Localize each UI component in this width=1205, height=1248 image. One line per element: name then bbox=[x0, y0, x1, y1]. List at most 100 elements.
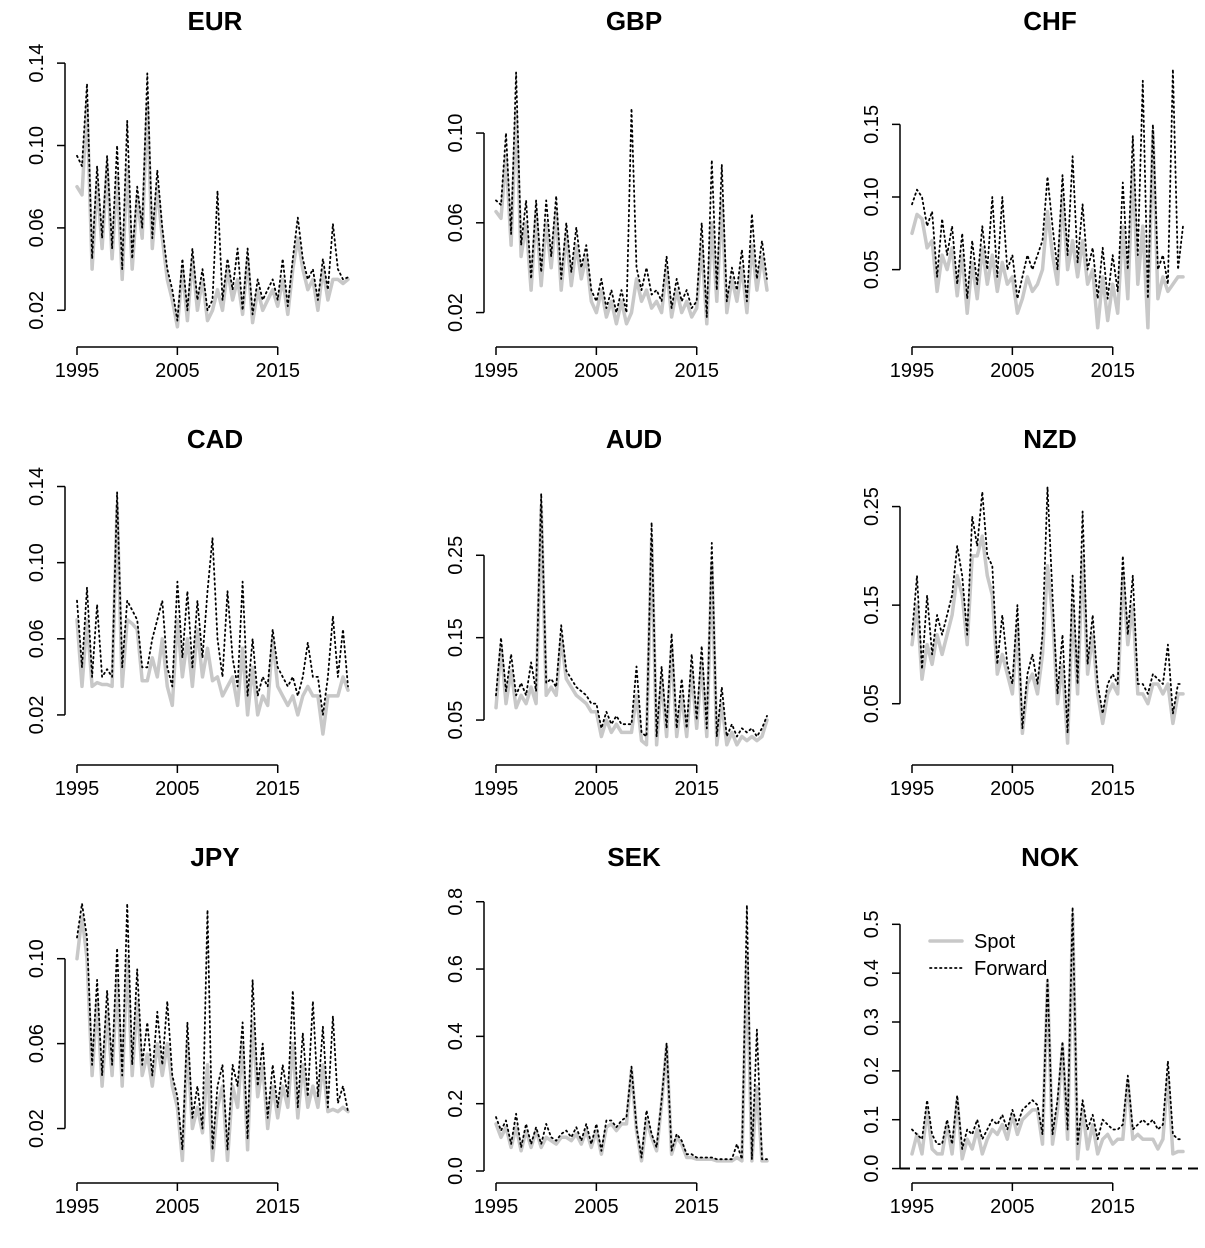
panel-eur: EUR 1995 2005 2015 0.02 0.06 0.10 0.14 bbox=[26, 6, 350, 382]
x-tick-label: 2015 bbox=[674, 778, 719, 800]
x-tick-label: 1995 bbox=[890, 360, 935, 382]
series-line-spot bbox=[75, 914, 350, 1163]
panel-chf: CHF 1995 2005 2015 0.05 0.10 0.15 bbox=[861, 6, 1185, 382]
panel-nok: NOK 1995 2005 2015 0.0 0.1 0.2 0.3 0.4 0.5 Spot For… bbox=[861, 842, 1200, 1218]
y-tick-label: 0.06 bbox=[26, 208, 48, 247]
panel-aud: AUD 1995 2005 2015 0.05 0.15 0.25 bbox=[445, 424, 769, 800]
panel-title: EUR bbox=[188, 6, 243, 36]
x-tick-label: 1995 bbox=[890, 1196, 935, 1218]
panel-gbp: GBP 1995 2005 2015 0.02 0.06 0.10 bbox=[445, 6, 769, 382]
x-tick-label: 2015 bbox=[1090, 1196, 1135, 1218]
x-tick-label: 1995 bbox=[55, 360, 100, 382]
y-tick-label: 0.05 bbox=[861, 684, 883, 723]
y-tick-label: 0.10 bbox=[445, 114, 467, 153]
legend-label-forward: Forward bbox=[974, 958, 1047, 980]
panel-title: NOK bbox=[1021, 842, 1079, 872]
x-tick-label: 2015 bbox=[255, 1196, 300, 1218]
y-tick-label: 0.02 bbox=[26, 1109, 48, 1148]
y-tick-label: 0.02 bbox=[26, 291, 48, 330]
x-tick-label: 1995 bbox=[890, 778, 935, 800]
series-line-spot bbox=[494, 108, 769, 326]
y-tick-label: 0.0 bbox=[445, 1157, 467, 1185]
panel-nzd: NZD 1995 2005 2015 0.05 0.15 0.25 bbox=[861, 424, 1185, 800]
y-tick-label: 0.2 bbox=[861, 1057, 883, 1085]
y-tick-label: 0.4 bbox=[861, 959, 883, 987]
y-tick-label: 0.4 bbox=[445, 1022, 467, 1050]
series-line-forward bbox=[911, 485, 1184, 735]
y-tick-label: 0.6 bbox=[445, 955, 467, 983]
x-tick-label: 2005 bbox=[574, 778, 619, 800]
x-tick-label: 2005 bbox=[990, 360, 1035, 382]
series-line-spot bbox=[494, 504, 769, 747]
y-tick-label: 0.10 bbox=[26, 543, 48, 582]
x-tick-label: 2005 bbox=[990, 778, 1035, 800]
y-tick-label: 0.1 bbox=[861, 1106, 883, 1134]
y-tick-label: 0.10 bbox=[26, 939, 48, 978]
y-tick-label: 0.05 bbox=[445, 701, 467, 740]
y-tick-label: 0.15 bbox=[861, 586, 883, 625]
x-tick-label: 2015 bbox=[1090, 360, 1135, 382]
panel-title: NZD bbox=[1023, 424, 1076, 454]
series-line-spot bbox=[75, 503, 350, 736]
series-line-forward bbox=[76, 902, 349, 1151]
y-tick-label: 0.8 bbox=[445, 888, 467, 916]
panel-jpy: JPY 1995 2005 2015 0.02 0.06 0.10 bbox=[26, 842, 350, 1218]
y-tick-label: 0.02 bbox=[445, 293, 467, 332]
x-tick-label: 1995 bbox=[474, 778, 519, 800]
series-line-spot bbox=[910, 534, 1185, 745]
x-tick-label: 2005 bbox=[574, 1196, 619, 1218]
x-tick-label: 2015 bbox=[1090, 778, 1135, 800]
series-line-forward bbox=[76, 72, 349, 322]
series-line-forward bbox=[76, 491, 349, 716]
x-tick-label: 2015 bbox=[255, 360, 300, 382]
series-line-forward bbox=[495, 492, 768, 738]
series-line-forward bbox=[911, 68, 1184, 300]
y-tick-label: 0.06 bbox=[26, 619, 48, 658]
y-tick-label: 0.14 bbox=[26, 44, 48, 83]
series-line-spot bbox=[910, 912, 1185, 1161]
y-tick-label: 0.25 bbox=[445, 536, 467, 575]
y-tick-label: 0.10 bbox=[26, 126, 48, 165]
x-tick-label: 1995 bbox=[55, 778, 100, 800]
panel-sek: SEK 1995 2005 2015 0.0 0.2 0.4 0.6 0.8 bbox=[445, 842, 769, 1218]
y-tick-label: 0.06 bbox=[26, 1024, 48, 1063]
series-line-forward bbox=[495, 904, 768, 1161]
y-tick-label: 0.3 bbox=[861, 1008, 883, 1036]
x-tick-label: 2005 bbox=[574, 360, 619, 382]
panel-title: SEK bbox=[607, 842, 661, 872]
x-tick-label: 1995 bbox=[55, 1196, 100, 1218]
x-tick-label: 1995 bbox=[474, 360, 519, 382]
panel-cad: CAD 1995 2005 2015 0.02 0.06 0.10 0.14 bbox=[26, 424, 350, 800]
x-tick-label: 2005 bbox=[155, 1196, 200, 1218]
x-tick-label: 1995 bbox=[474, 1196, 519, 1218]
series-line-spot bbox=[75, 102, 350, 329]
series-line-spot bbox=[910, 129, 1185, 330]
y-tick-label: 0.02 bbox=[26, 695, 48, 734]
y-tick-label: 0.05 bbox=[861, 250, 883, 289]
x-tick-label: 2015 bbox=[674, 360, 719, 382]
y-tick-label: 0.5 bbox=[861, 910, 883, 938]
legend: Spot Forward bbox=[928, 931, 1047, 980]
x-tick-label: 2005 bbox=[990, 1196, 1035, 1218]
y-tick-label: 0.0 bbox=[861, 1155, 883, 1183]
legend-label-spot: Spot bbox=[974, 931, 1016, 953]
y-tick-label: 0.25 bbox=[861, 487, 883, 526]
y-tick-label: 0.2 bbox=[445, 1090, 467, 1118]
x-tick-label: 2005 bbox=[155, 778, 200, 800]
y-tick-label: 0.10 bbox=[861, 178, 883, 217]
panel-title: AUD bbox=[606, 424, 662, 454]
series-line-forward bbox=[495, 71, 768, 318]
x-tick-label: 2015 bbox=[255, 778, 300, 800]
y-tick-label: 0.15 bbox=[445, 618, 467, 657]
panel-title: GBP bbox=[606, 6, 662, 36]
panel-title: CHF bbox=[1023, 6, 1076, 36]
panel-title: CAD bbox=[187, 424, 243, 454]
y-tick-label: 0.15 bbox=[861, 105, 883, 144]
y-tick-label: 0.14 bbox=[26, 467, 48, 506]
x-tick-label: 2015 bbox=[674, 1196, 719, 1218]
x-tick-label: 2005 bbox=[155, 360, 200, 382]
y-tick-label: 0.06 bbox=[445, 203, 467, 242]
panel-title: JPY bbox=[190, 842, 239, 872]
series-line-forward bbox=[911, 906, 1184, 1150]
